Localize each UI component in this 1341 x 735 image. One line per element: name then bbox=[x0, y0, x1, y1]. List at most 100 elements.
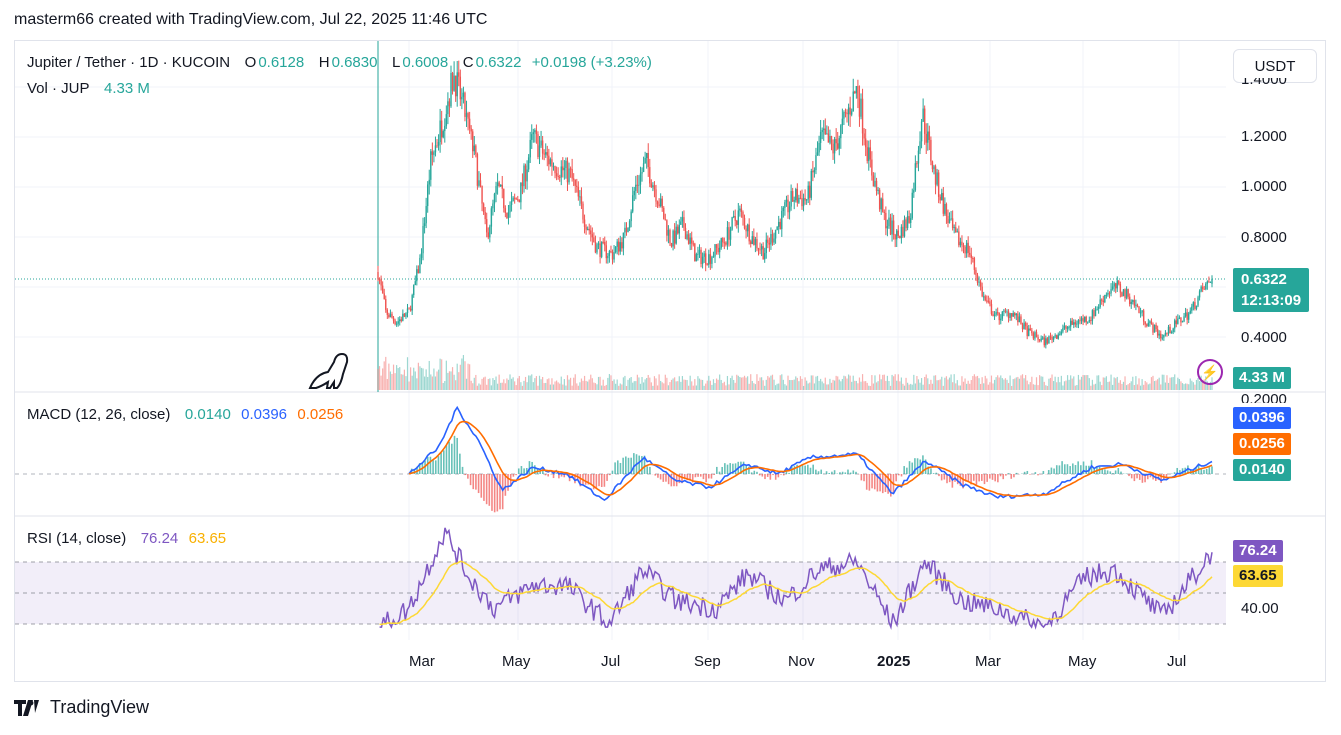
macd-histogram-bar bbox=[456, 437, 458, 474]
candle-body bbox=[723, 242, 726, 244]
candle-body bbox=[406, 308, 409, 313]
volume-bar bbox=[1127, 384, 1129, 390]
candle-body bbox=[790, 191, 792, 207]
candle-body bbox=[995, 312, 997, 315]
candle-body bbox=[684, 227, 687, 240]
volume-bar bbox=[720, 379, 722, 390]
rsi-label[interactable]: RSI (14, close) bbox=[27, 530, 127, 547]
volume-bar bbox=[490, 385, 492, 390]
candle-body bbox=[1141, 310, 1143, 313]
macd-histogram-bar bbox=[716, 466, 718, 474]
volume-bar bbox=[1146, 382, 1148, 390]
candle-body bbox=[955, 227, 957, 233]
time-axis-tick: May bbox=[502, 653, 531, 670]
symbol-title[interactable]: Jupiter / Tether · 1D · KUCOIN bbox=[27, 54, 231, 71]
volume-bar bbox=[888, 381, 890, 390]
macd-histogram-bar bbox=[496, 474, 499, 512]
currency-button[interactable]: USDT bbox=[1233, 49, 1317, 83]
candle-body bbox=[751, 236, 753, 244]
volume-bar bbox=[754, 384, 756, 390]
candle-body bbox=[479, 180, 482, 186]
candle-body bbox=[428, 179, 430, 185]
macd-histogram-bar bbox=[793, 466, 796, 474]
candle-body bbox=[579, 196, 581, 198]
candle-body bbox=[959, 241, 962, 246]
volume-bar bbox=[742, 377, 744, 390]
macd-histogram-bar bbox=[847, 469, 849, 474]
macd-histogram-bar bbox=[1211, 466, 1213, 474]
macd-histogram-bar bbox=[418, 463, 421, 474]
volume-bar bbox=[378, 366, 381, 390]
volume-bar bbox=[771, 374, 774, 390]
volume-bar bbox=[1116, 376, 1118, 390]
volume-bar bbox=[1017, 376, 1019, 390]
volume-bar bbox=[1079, 379, 1081, 390]
candle-body bbox=[437, 142, 440, 146]
candle-body bbox=[1208, 281, 1210, 283]
candle-body bbox=[992, 313, 994, 317]
candle-body bbox=[591, 234, 594, 238]
candle-body bbox=[734, 216, 736, 221]
macd-histogram-bar bbox=[1141, 474, 1144, 483]
volume-bar bbox=[1094, 383, 1097, 390]
macd-line-tag: 0.0396 bbox=[1233, 407, 1291, 429]
candle-body bbox=[409, 308, 412, 311]
volume-bar bbox=[548, 378, 550, 390]
macd-histogram-bar bbox=[1005, 474, 1007, 476]
candle-body bbox=[442, 131, 444, 138]
volume-bar bbox=[824, 377, 826, 390]
candle-body bbox=[1153, 324, 1156, 333]
candle-body bbox=[888, 217, 890, 227]
candle-body bbox=[402, 313, 404, 321]
volume-bar bbox=[950, 374, 952, 390]
volume-bar bbox=[523, 380, 525, 390]
volume-bar bbox=[1160, 384, 1162, 390]
candle-body bbox=[1174, 320, 1176, 329]
candle-body bbox=[782, 207, 785, 211]
tradingview-logo[interactable]: TradingView bbox=[14, 697, 149, 718]
volume-bar bbox=[397, 368, 399, 390]
candle-body bbox=[914, 163, 917, 191]
macd-histogram-bar bbox=[598, 474, 600, 487]
candle-body bbox=[655, 189, 657, 202]
candle-body bbox=[521, 182, 524, 187]
macd-label[interactable]: MACD (12, 26, close) bbox=[27, 406, 171, 423]
candle-body bbox=[642, 163, 645, 173]
candle-body bbox=[1156, 329, 1159, 336]
volume-bar bbox=[1181, 383, 1184, 390]
macd-histogram-bar bbox=[539, 470, 541, 474]
volume-bar bbox=[897, 374, 899, 390]
rsi-band bbox=[15, 562, 1226, 624]
candle-body bbox=[672, 230, 674, 247]
volume-bar bbox=[441, 359, 443, 390]
macd-histogram-bar bbox=[697, 474, 699, 477]
candle-body bbox=[923, 108, 926, 134]
candle-body bbox=[1018, 316, 1021, 323]
volume-label[interactable]: Vol · JUP bbox=[27, 80, 90, 97]
candle-body bbox=[1155, 324, 1157, 330]
volume-bar bbox=[579, 382, 581, 390]
candle-body bbox=[1003, 310, 1005, 312]
volume-bar bbox=[809, 382, 811, 390]
macd-histogram-bar bbox=[732, 463, 734, 474]
candle-body bbox=[470, 128, 472, 132]
volume-bar bbox=[790, 380, 792, 390]
candle-body bbox=[903, 219, 906, 237]
candle-body bbox=[720, 238, 722, 248]
volume-bar bbox=[689, 375, 691, 390]
candle-body bbox=[1110, 288, 1112, 294]
candle-body bbox=[1158, 333, 1160, 336]
volume-bar bbox=[886, 375, 889, 390]
lightning-icon[interactable]: ⚡ bbox=[1197, 359, 1223, 385]
volume-bar bbox=[733, 379, 735, 390]
candle-body bbox=[793, 200, 795, 202]
macd-histogram-bar bbox=[726, 464, 729, 474]
macd-histogram-bar bbox=[681, 474, 683, 484]
volume-bar bbox=[1202, 379, 1204, 390]
high-value: 0.6830 bbox=[331, 54, 378, 71]
candle-body bbox=[552, 166, 555, 168]
macd-histogram-bar bbox=[627, 457, 630, 474]
candle-body bbox=[562, 166, 564, 171]
candle-body bbox=[809, 185, 811, 198]
